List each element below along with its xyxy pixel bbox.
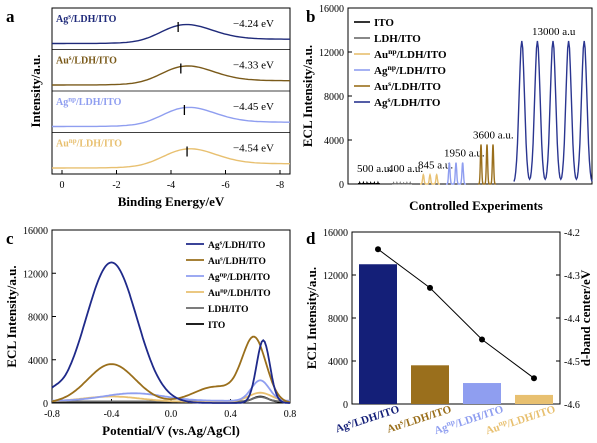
panel-d-d-band-point [531, 375, 537, 382]
panel-b-legend-label: Agnp/LDH/ITO [374, 63, 446, 77]
panel-b-value-annotation: 400 a.u. [388, 163, 423, 175]
panel-c-legend-label: LDH/ITO [208, 305, 248, 315]
panel-a-series-label: Agnp/LDH/ITO [56, 96, 122, 109]
panel-d-y2-tick-label: -4.4 [564, 314, 580, 325]
panel-a-d-band-value: −4.33 eV [233, 60, 274, 72]
panel-c-x-tick-label: 0.4 [224, 409, 237, 420]
panel-b-y-tick-label: 0 [339, 180, 344, 191]
panel-b-y-tick-label: 16000 [319, 4, 344, 15]
panel-c-y-axis-title: ECL Intensity/a.u. [4, 265, 19, 367]
panel-c-curve [51, 335, 291, 404]
panel-b-legend-label: Aus/LDH/ITO [374, 79, 441, 93]
panel-c-legend-label: Ags/LDH/ITO [208, 240, 265, 251]
panel-c-legend-label: Agnp/LDH/ITO [208, 272, 270, 283]
panel-a-curve [52, 148, 290, 169]
panel-d-y2-tick-label: -4.5 [564, 357, 580, 368]
panel-b-value-annotation: 500 a.u. [357, 163, 392, 175]
panel-d-y-tick-label: 0 [343, 400, 348, 411]
panel-c-x-tick-label: 0.0 [165, 409, 178, 420]
panel-a-d-band-value: −4.54 eV [233, 143, 274, 155]
panel-c-legend-label: Aunp/LDH/ITO [208, 288, 271, 299]
panel-a-x-tick-label: -4 [167, 180, 175, 191]
panel-d-d-band-point [479, 336, 485, 343]
panel-a-d-band-value: −4.45 eV [233, 101, 274, 113]
panel-label-b: b [306, 7, 315, 26]
panel-a-x-axis-title: Binding Energy/eV [118, 194, 225, 209]
panel-a-d-band-value: −4.24 eV [233, 18, 274, 30]
panel-b-value-annotation: 3600 a.u. [473, 129, 514, 141]
panel-b-trace [478, 144, 496, 185]
panel-c-y-tick-label: 0 [43, 399, 48, 410]
panel-d-y2-tick-label: -4.3 [564, 271, 580, 282]
panel-b-trace [358, 180, 380, 185]
panel-b-y-tick-label: 4000 [324, 136, 344, 147]
panel-a-series-label: Ags/LDH/ITO [56, 13, 117, 26]
panel-c-x-tick-label: -0.4 [104, 409, 120, 420]
panel-c-y-tick-label: 12000 [23, 269, 48, 280]
panel-b-x-axis-title: Controlled Experiments [409, 198, 543, 213]
panel-d-bar [411, 365, 449, 404]
panel-a-x-tick-label: -8 [276, 180, 284, 191]
panel-b-trace [513, 40, 593, 182]
panel-b-trace [420, 172, 440, 185]
panel-c-legend-label: ITO [208, 321, 225, 331]
panel-b-value-annotation: 845 a.u. [418, 160, 453, 172]
panel-b-legend-label: LDH/ITO [374, 33, 421, 45]
panel-label-c: c [6, 229, 14, 248]
panel-c-y-tick-label: 16000 [23, 226, 48, 237]
panel-c-x-tick-label: -0.8 [44, 409, 60, 420]
panel-d-d-band-point [427, 284, 433, 291]
panel-d-y-tick-label: 16000 [323, 228, 348, 239]
panel-d-y2-tick-label: -4.2 [564, 228, 580, 239]
panel-label-a: a [6, 7, 15, 26]
panel-label-d: d [306, 229, 316, 248]
panel-c-curve [51, 261, 290, 404]
panel-c-y-tick-label: 8000 [28, 313, 48, 324]
panel-b-value-annotation: 13000 a.u [532, 26, 576, 38]
panel-a-curve [52, 23, 290, 45]
panel-a-curve [52, 65, 290, 86]
panel-d-y-tick-label: 12000 [323, 271, 348, 282]
panel-d-y-tick-label: 8000 [328, 314, 348, 325]
panel-b-y-tick-label: 12000 [319, 48, 344, 59]
panel-a-series-label: Aus/LDH/ITO [56, 54, 117, 67]
panel-b-y-tick-label: 8000 [324, 92, 344, 103]
panel-d-bar [359, 264, 397, 404]
panel-d-y2-tick-label: -4.6 [564, 400, 580, 411]
panel-a-x-tick-label: -2 [112, 180, 120, 191]
panel-d-y-tick-label: 4000 [328, 357, 348, 368]
panel-b-legend-label: Aunp/LDH/ITO [374, 47, 447, 61]
panel-b-trace [391, 180, 412, 185]
panel-b-trace [446, 162, 466, 185]
panel-d-bar [463, 383, 501, 404]
panel-d-y2-axis-title: d-band center/eV [578, 269, 593, 366]
panel-b-value-annotation: 1950 a.u. [444, 148, 485, 160]
panel-a-series-label: Aunp/LDH/ITO [56, 137, 122, 150]
panel-d-d-band-line [377, 248, 535, 379]
panel-b-y-axis-title: ECL Intensity/a.u. [300, 45, 315, 147]
panel-c-x-axis-title: Potential/V (vs.Ag/AgCl) [102, 423, 240, 438]
panel-a-x-tick-label: -6 [221, 180, 229, 191]
panel-c-legend-label: Aus/LDH/ITO [208, 256, 266, 267]
panel-d-bar [515, 394, 553, 404]
panel-c-y-tick-label: 4000 [28, 356, 48, 367]
panel-a-curve [52, 106, 290, 128]
panel-a-x-tick-label: 0 [60, 180, 65, 191]
panel-a-y-axis-title: Intensity/a.u. [28, 55, 43, 128]
panel-b-legend-label: ITO [374, 17, 394, 29]
panel-c-x-tick-label: 0.8 [284, 409, 297, 420]
panel-d-y-axis-title: ECL Intensity/a.u. [304, 267, 319, 369]
panel-c-curve [51, 379, 291, 402]
panel-b-legend-label: Ags/LDH/ITO [374, 95, 441, 109]
panel-d-d-band-point [375, 246, 381, 253]
